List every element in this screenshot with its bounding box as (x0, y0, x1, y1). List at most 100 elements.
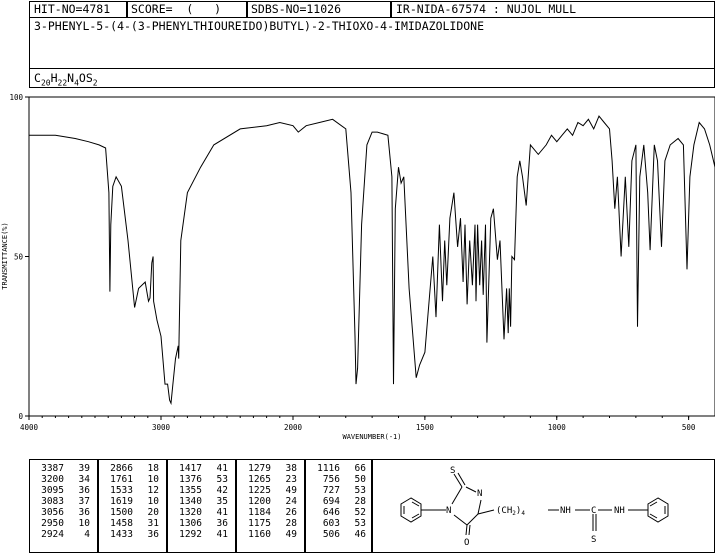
plot-frame (28, 96, 715, 417)
peak-row: 603 53 (306, 518, 366, 529)
peak-wavenumber: 1761 (110, 474, 133, 485)
peak-row: 3387 39 (30, 463, 90, 474)
ir-spectrum-chart: 4000 3000 2000 1500 1000 500 0 50 100 WAVENUMBE… (1, 93, 715, 441)
peak-row: 1279 38 (237, 463, 297, 474)
peak-row: 1292 41 (168, 529, 228, 540)
peak-row: 1200 24 (237, 496, 297, 507)
peak-wavenumber: 3056 (41, 507, 64, 518)
structure-divider (371, 459, 373, 553)
peak-row: 3095 36 (30, 485, 90, 496)
peak-column: 2866 18 1761 10 1533 12 1619 10 1500 20 1458 31 1433… (99, 463, 159, 540)
peak-row: 2866 18 (99, 463, 159, 474)
peak-transmittance: 53 (216, 474, 228, 485)
x-tick-label-4000: 4000 (20, 423, 39, 432)
peak-row: 1458 31 (99, 518, 159, 529)
y-axis-ticks: 0 50 100 (9, 93, 29, 421)
peak-row: 2924 4 (30, 529, 90, 540)
peak-row: 727 53 (306, 485, 366, 496)
peak-column-divider (97, 459, 99, 553)
peak-transmittance: 34 (78, 474, 90, 485)
peak-column: 1417 41 1376 53 1355 42 1340 35 1320 41 1306 36 1292… (168, 463, 228, 540)
peak-transmittance: 49 (285, 485, 297, 496)
peak-transmittance: 41 (216, 529, 228, 540)
peak-row: 1306 36 (168, 518, 228, 529)
x-tick-label-2000: 2000 (284, 423, 303, 432)
peak-row: 1116 66 (306, 463, 366, 474)
peak-transmittance: 36 (78, 485, 90, 496)
peak-wavenumber: 1355 (179, 485, 202, 496)
peak-wavenumber: 1533 (110, 485, 133, 496)
peak-row: 1340 35 (168, 496, 228, 507)
peak-transmittance: 38 (285, 463, 297, 474)
peak-transmittance: 39 (78, 463, 90, 474)
peak-transmittance: 23 (285, 474, 297, 485)
peak-transmittance: 31 (147, 518, 159, 529)
peak-transmittance: 46 (354, 529, 366, 540)
peak-wavenumber: 603 (322, 518, 340, 529)
peak-transmittance: 52 (354, 507, 366, 518)
peak-column: 1279 38 1265 23 1225 49 1200 24 1184 26 1175 28 1160… (237, 463, 297, 540)
peak-wavenumber: 1619 (110, 496, 133, 507)
peak-wavenumber: 1175 (248, 518, 271, 529)
x-tick-label-500: 500 (682, 423, 696, 432)
peak-wavenumber: 506 (322, 529, 340, 540)
peak-column: 1116 66 756 50 727 53 694 28 646 52 603 53 506 46 (306, 463, 366, 540)
peak-row: 1533 12 (99, 485, 159, 496)
peak-row: 1500 20 (99, 507, 159, 518)
peak-row: 756 50 (306, 474, 366, 485)
peak-wavenumber: 756 (322, 474, 340, 485)
peak-wavenumber: 3095 (41, 485, 64, 496)
peak-wavenumber: 1376 (179, 474, 202, 485)
peak-transmittance: 36 (78, 507, 90, 518)
peak-wavenumber: 1320 (179, 507, 202, 518)
peak-row: 1433 36 (99, 529, 159, 540)
peak-wavenumber: 1225 (248, 485, 271, 496)
peak-column-divider (235, 459, 237, 553)
peak-wavenumber: 1306 (179, 518, 202, 529)
peak-row: 1619 10 (99, 496, 159, 507)
peak-transmittance: 36 (147, 529, 159, 540)
peak-wavenumber: 2866 (110, 463, 133, 474)
ir-info: IR-NIDA-67574 : NUJOL MULL (396, 2, 577, 16)
peak-wavenumber: 727 (322, 485, 340, 496)
y-axis-label: TRANSMITTANCE(%) (1, 222, 9, 289)
spectrum-line (29, 115, 715, 406)
peak-wavenumber: 2950 (41, 518, 64, 529)
peak-wavenumber: 1340 (179, 496, 202, 507)
peak-column-divider (166, 459, 168, 553)
peak-transmittance: 28 (285, 518, 297, 529)
peak-row: 1376 53 (168, 474, 228, 485)
peak-wavenumber: 1458 (110, 518, 133, 529)
peak-transmittance: 50 (354, 474, 366, 485)
peak-transmittance: 28 (354, 496, 366, 507)
score: SCORE= ( ) (131, 2, 222, 16)
peak-transmittance: 37 (78, 496, 90, 507)
y-tick-label-50: 50 (14, 253, 24, 262)
peak-wavenumber: 1279 (248, 463, 271, 474)
peak-wavenumber: 1500 (110, 507, 133, 518)
peak-wavenumber: 1160 (248, 529, 271, 540)
x-tick-label-1000: 1000 (548, 423, 567, 432)
peak-transmittance: 42 (216, 485, 228, 496)
peak-wavenumber: 1292 (179, 529, 202, 540)
peak-row: 1265 23 (237, 474, 297, 485)
peak-wavenumber: 3387 (41, 463, 64, 474)
hit-number: HIT-NO=4781 (34, 2, 111, 16)
peak-wavenumber: 1265 (248, 474, 271, 485)
peak-column-divider (304, 459, 306, 553)
peak-transmittance: 20 (147, 507, 159, 518)
peak-row: 1225 49 (237, 485, 297, 496)
x-axis-label: WAVENUMBER(-1) (342, 433, 401, 441)
peak-row: 3200 34 (30, 474, 90, 485)
peak-wavenumber: 646 (322, 507, 340, 518)
peak-row: 1355 42 (168, 485, 228, 496)
peak-wavenumber: 694 (322, 496, 340, 507)
peak-transmittance: 12 (147, 485, 159, 496)
peak-transmittance: 18 (147, 463, 159, 474)
x-tick-label-3000: 3000 (152, 423, 171, 432)
peak-row: 3056 36 (30, 507, 90, 518)
peak-row: 1761 10 (99, 474, 159, 485)
peak-transmittance: 10 (78, 518, 90, 529)
peak-transmittance: 41 (216, 507, 228, 518)
peak-column: 3387 39 3200 34 3095 36 3083 37 3056 36 2950 10 2924… (30, 463, 90, 540)
